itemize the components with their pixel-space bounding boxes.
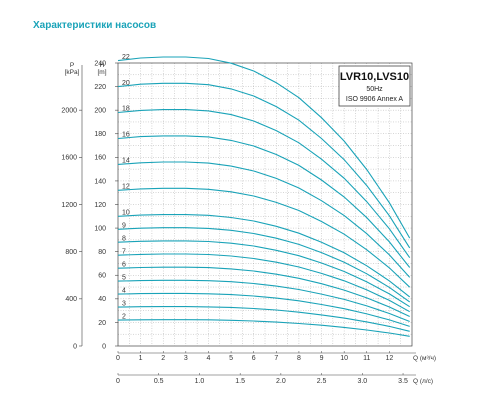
p-axis-title: P	[70, 62, 74, 69]
performance-curves: 2 3 4 5 6 7 8 9 10 12 14 16 18 20 22	[117, 54, 411, 337]
q-ls-axis-tick-label: 3.0	[357, 378, 367, 385]
curve-label-16: 16	[122, 132, 130, 139]
curve-label-12: 12	[122, 184, 130, 191]
curve-stages-2	[117, 319, 410, 337]
p-axis-tick-label: 2000	[61, 108, 77, 115]
p-axis-tick-label: 0	[73, 343, 77, 350]
model-name: LVR10,LVS10	[340, 71, 409, 83]
curve-stages-22	[117, 56, 411, 239]
curve-label-5: 5	[122, 274, 126, 281]
q-m3h-axis-tick-label: 2	[161, 355, 165, 362]
curve-label-9: 9	[122, 222, 126, 229]
model-legend-box: LVR10,LVS10 50Hz ISO 9906 Annex A	[338, 65, 411, 107]
q-m3h-axis-tick-label: 10	[340, 355, 348, 362]
grid	[118, 63, 412, 346]
q-ls-axis-tick-label: 1.5	[235, 378, 245, 385]
q-ls-axis-tick-label: 2.5	[317, 378, 327, 385]
h-axis-title: H	[100, 62, 105, 69]
h-axis-tick-label: 120	[94, 202, 106, 209]
q-ls-axis-tick-label: 0	[116, 378, 120, 385]
p-axis-tick-label: 400	[65, 296, 77, 303]
curve-stages-6	[117, 266, 410, 317]
curve-stages-20	[117, 82, 411, 249]
curve-label-4: 4	[122, 287, 126, 294]
h-axis-tick-label: 180	[94, 131, 106, 138]
h-axis-tick-label: 140	[94, 178, 106, 185]
curve-label-18: 18	[122, 106, 130, 113]
curve-label-7: 7	[122, 248, 126, 255]
q-ls-axis-tick-label: 3.5	[398, 378, 408, 385]
q-ls-axis-tick-label: 0.5	[154, 378, 164, 385]
q-m3h-axis-tick-label: 12	[385, 355, 393, 362]
curve-stages-10	[117, 214, 411, 298]
h-axis-tick-label: 240	[94, 60, 106, 67]
curve-stages-8	[117, 240, 410, 308]
curve-stages-12	[117, 187, 411, 288]
curve-stages-7	[117, 253, 410, 313]
q-m3h-axis-tick-label: 0	[116, 355, 120, 362]
curve-label-22: 22	[122, 54, 130, 61]
curve-stages-14	[117, 161, 411, 278]
h-axis-tick-label: 160	[94, 155, 106, 162]
h-axis-tick-label: 100	[94, 225, 106, 232]
p-axis-tick-label: 800	[65, 249, 77, 256]
curve-label-2: 2	[122, 313, 126, 320]
q-ls-axis-tick-label: 1.0	[195, 378, 205, 385]
axes: 0204060801001201401601802002202400400800…	[61, 60, 436, 385]
h-axis-tick-label: 80	[98, 249, 106, 256]
q-m3h-axis-tick-label: 7	[274, 355, 278, 362]
p-axis-unit: [kPa]	[65, 69, 80, 76]
h-axis-tick-label: 20	[98, 320, 106, 327]
q-m3h-axis-tick-label: 8	[297, 355, 301, 362]
h-axis-unit: [m]	[97, 69, 106, 76]
p-axis-tick-label: 1600	[61, 155, 77, 162]
curve-stages-16	[117, 135, 411, 268]
frequency-label: 50Hz	[366, 86, 383, 93]
q-m3h-axis-tick-label: 3	[184, 355, 188, 362]
curve-label-20: 20	[122, 80, 130, 87]
curve-stages-18	[117, 109, 411, 259]
curve-label-8: 8	[122, 235, 126, 242]
curve-label-3: 3	[122, 300, 126, 307]
curve-label-10: 10	[122, 209, 130, 216]
h-axis-tick-label: 200	[94, 108, 106, 115]
q-m3h-axis-tick-label: 1	[139, 355, 143, 362]
q-m3h-axis-tick-label: 5	[229, 355, 233, 362]
q-m3h-axis-title: Q (м³/ч)	[413, 355, 436, 362]
h-axis-tick-label: 220	[94, 84, 106, 91]
curve-stages-3	[117, 306, 410, 332]
curve-stages-5	[117, 279, 410, 323]
q-ls-axis-tick-label: 2.0	[276, 378, 286, 385]
q-m3h-axis-tick-label: 11	[363, 355, 370, 362]
h-axis-tick-label: 40	[98, 296, 106, 303]
standard-label: ISO 9906 Annex A	[346, 96, 404, 103]
q-m3h-axis-tick-label: 9	[320, 355, 324, 362]
curve-stages-4	[117, 292, 410, 327]
q-m3h-axis-tick-label: 6	[252, 355, 256, 362]
h-axis-tick-label: 60	[98, 273, 106, 280]
curve-stages-9	[117, 227, 411, 303]
curve-label-6: 6	[122, 261, 126, 268]
page-title: Характеристики насосов	[33, 20, 157, 31]
q-ls-axis-title: Q (л/с)	[413, 378, 433, 385]
curve-label-14: 14	[122, 158, 130, 165]
q-m3h-axis-tick-label: 4	[207, 355, 211, 362]
h-axis-tick-label: 0	[102, 343, 106, 350]
p-axis-tick-label: 1200	[61, 202, 77, 209]
